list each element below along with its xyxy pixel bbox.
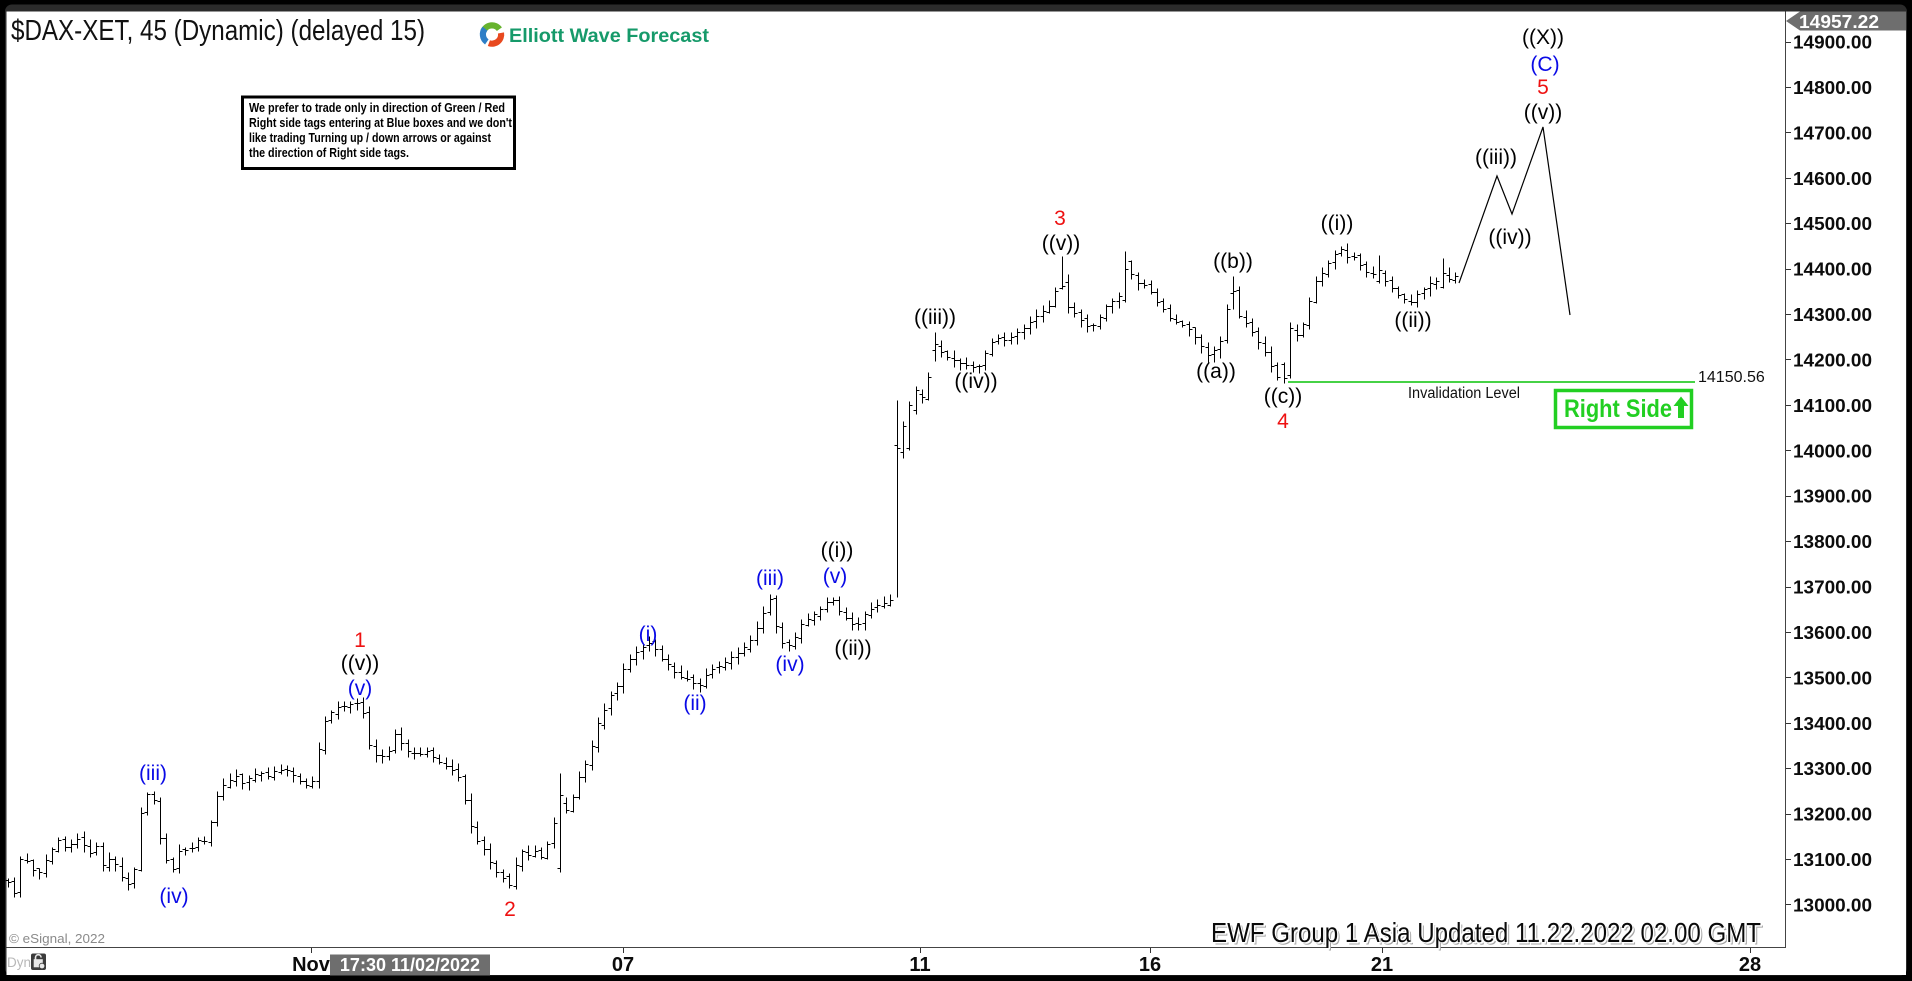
svg-text:14957.22: 14957.22 (1799, 11, 1879, 32)
svg-text:14700.00: 14700.00 (1793, 122, 1872, 143)
svg-text:((b)): ((b)) (1213, 250, 1253, 273)
svg-text:21: 21 (1371, 954, 1393, 976)
svg-text:((v)): ((v)) (1042, 232, 1080, 255)
svg-text:13400.00: 13400.00 (1793, 713, 1872, 734)
svg-text:(iv): (iv) (159, 885, 188, 908)
svg-text:2: 2 (504, 898, 516, 921)
svg-text:14000.00: 14000.00 (1793, 440, 1872, 461)
svg-text:We prefer to trade only in dir: We prefer to trade only in direction of … (249, 101, 505, 115)
svg-text:13600.00: 13600.00 (1793, 622, 1872, 643)
svg-text:Elliott Wave Forecast: Elliott Wave Forecast (509, 26, 710, 47)
svg-text:$DAX-XET, 45 (Dynamic) (delaye: $DAX-XET, 45 (Dynamic) (delayed 15) (11, 15, 425, 47)
svg-text:((iii)): ((iii)) (914, 306, 956, 329)
svg-text:((a)): ((a)) (1196, 360, 1236, 383)
svg-text:13300.00: 13300.00 (1793, 758, 1872, 779)
svg-text:13700.00: 13700.00 (1793, 577, 1872, 598)
svg-text:EWF Group 1 Asia Updated 11.22: EWF Group 1 Asia Updated 11.22.2022 02.0… (1213, 919, 1763, 950)
svg-text:(iii): (iii) (139, 762, 167, 785)
svg-text:14300.00: 14300.00 (1793, 304, 1872, 325)
svg-text:07: 07 (612, 954, 634, 976)
svg-text:((c)): ((c)) (1264, 385, 1302, 408)
svg-text:14200.00: 14200.00 (1793, 349, 1872, 370)
svg-text:(iii): (iii) (756, 567, 784, 590)
svg-text:13900.00: 13900.00 (1793, 486, 1872, 507)
svg-text:((v)): ((v)) (341, 652, 379, 675)
svg-text:Dyn: Dyn (7, 955, 31, 970)
svg-text:EWF Group 1 Asia Updated 11.22: EWF Group 1 Asia Updated 11.22.2022 02.0… (1211, 917, 1761, 948)
svg-text:1: 1 (354, 629, 366, 652)
svg-text:5: 5 (1537, 76, 1549, 99)
svg-text:((X)): ((X)) (1522, 26, 1564, 49)
svg-text:© eSignal, 2022: © eSignal, 2022 (9, 932, 105, 946)
svg-text:((i)): ((i)) (821, 539, 854, 562)
svg-text:14600.00: 14600.00 (1793, 168, 1872, 189)
svg-text:(ii): (ii) (683, 692, 706, 715)
svg-text:13500.00: 13500.00 (1793, 667, 1872, 688)
svg-text:((iv)): ((iv)) (954, 370, 997, 393)
svg-text:((ii)): ((ii)) (1394, 309, 1431, 332)
svg-text:13800.00: 13800.00 (1793, 531, 1872, 552)
svg-text:Right Side: Right Side (1564, 395, 1672, 423)
svg-text:14400.00: 14400.00 (1793, 259, 1872, 280)
svg-text:((i)): ((i)) (1321, 212, 1354, 235)
svg-text:14150.56: 14150.56 (1698, 369, 1765, 386)
svg-text:((iii)): ((iii)) (1475, 146, 1517, 169)
svg-text:11: 11 (909, 954, 930, 976)
svg-text:14900.00: 14900.00 (1793, 32, 1872, 53)
svg-text:(iv): (iv) (775, 653, 804, 676)
svg-text:3: 3 (1054, 207, 1066, 230)
svg-text:14100.00: 14100.00 (1793, 395, 1872, 416)
svg-text:13000.00: 13000.00 (1793, 895, 1872, 916)
svg-text:EWF Group 1 Asia Updated 11.22: EWF Group 1 Asia Updated 11.22.2022 02.0… (1214, 920, 1764, 951)
svg-text:14800.00: 14800.00 (1793, 77, 1872, 98)
svg-text:like trading Turning up / down: like trading Turning up / down arrows or… (249, 131, 492, 145)
svg-text:17:30 11/02/2022: 17:30 11/02/2022 (340, 955, 480, 975)
svg-text:(v): (v) (823, 565, 848, 588)
svg-text:13200.00: 13200.00 (1793, 804, 1872, 825)
svg-text:28: 28 (1739, 954, 1761, 976)
svg-text:Invalidation Level: Invalidation Level (1408, 385, 1520, 402)
svg-text:EWF Group 1 Asia Updated 11.22: EWF Group 1 Asia Updated 11.22.2022 02.0… (1210, 916, 1760, 947)
svg-text:((ii)): ((ii)) (834, 637, 871, 660)
svg-text:14500.00: 14500.00 (1793, 213, 1872, 234)
svg-text:(v): (v) (348, 677, 373, 700)
svg-text:Nov: Nov (292, 954, 331, 976)
svg-text:13100.00: 13100.00 (1793, 849, 1872, 870)
svg-text:4: 4 (1277, 410, 1289, 433)
svg-text:Right side tags entering at Bl: Right side tags entering at Blue boxes a… (249, 116, 513, 130)
svg-text:((iv)): ((iv)) (1488, 226, 1531, 249)
svg-text:the direction of Right side ta: the direction of Right side tags. (249, 146, 409, 160)
svg-text:16: 16 (1139, 954, 1161, 976)
svg-text:((v)): ((v)) (1524, 101, 1562, 124)
svg-text:(i): (i) (639, 623, 658, 646)
svg-text:(C): (C) (1530, 53, 1559, 76)
